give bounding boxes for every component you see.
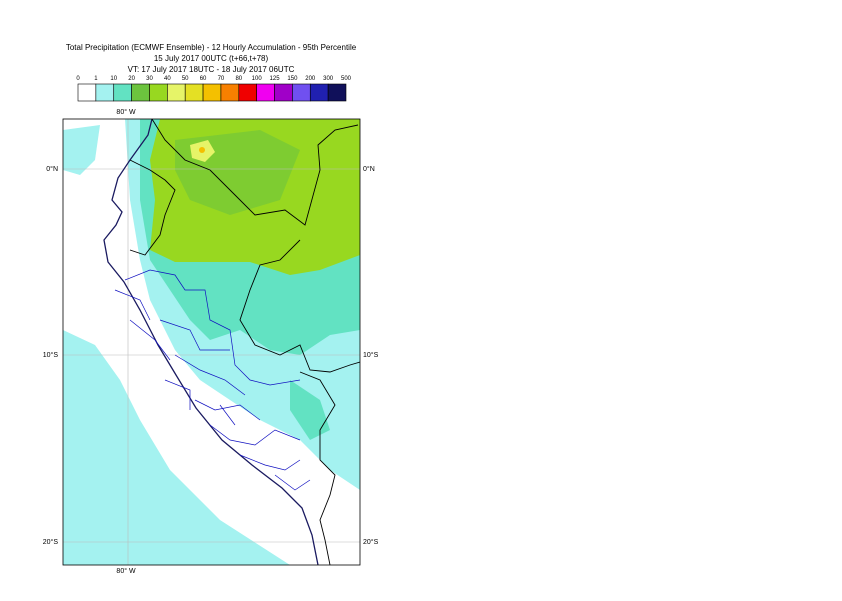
legend-label: 300	[323, 76, 334, 82]
legend-label: 70	[218, 76, 225, 82]
legend-swatch	[327, 83, 347, 102]
legend-label: 125	[270, 76, 281, 82]
legend-swatch	[95, 83, 115, 102]
legend-label: 50	[182, 76, 189, 82]
legend-swatch	[131, 83, 150, 102]
lat-label: 20°S	[363, 538, 379, 546]
legend-swatch	[274, 83, 293, 102]
legend-label: 500	[341, 76, 352, 82]
legend-swatch	[184, 83, 204, 102]
legend-swatch	[202, 83, 222, 102]
legend: 0 1 10 20 30 40 50 60 70 80 100 125 150 200 300 500	[76, 76, 352, 102]
lat-label: 10°S	[43, 351, 59, 359]
legend-label: 80	[235, 76, 242, 82]
legend-label: 40	[164, 76, 171, 82]
map	[63, 119, 360, 565]
legend-label: 30	[146, 76, 153, 82]
legend-swatch	[149, 83, 168, 102]
lat-label: 10°S	[363, 351, 379, 359]
legend-swatch	[220, 83, 240, 102]
legend-label: 10	[110, 76, 117, 82]
legend-label: 60	[200, 76, 207, 82]
title: Total Precipitation (ECMWF Ensemble) - 1…	[66, 43, 357, 52]
legend-label: 100	[252, 76, 263, 82]
legend-label: 150	[287, 76, 298, 82]
lon-label: 80° W	[116, 567, 136, 575]
legend-swatch	[167, 83, 186, 102]
lat-label: 0°N	[46, 165, 58, 173]
valid-time: VT: 17 July 2017 18UTC - 18 July 2017 06…	[128, 65, 295, 74]
legend-swatch	[309, 83, 329, 102]
lat-label: 20°S	[43, 538, 59, 546]
legend-swatch	[77, 83, 97, 102]
lon-label: 80° W	[116, 108, 136, 116]
legend-swatch	[238, 83, 257, 102]
legend-swatch	[113, 83, 132, 102]
legend-swatch	[292, 83, 311, 102]
legend-label: 0	[76, 76, 80, 82]
legend-swatch	[256, 83, 275, 102]
legend-label: 200	[305, 76, 316, 82]
legend-label: 1	[94, 76, 98, 82]
lat-label: 0°N	[363, 165, 375, 173]
legend-label: 20	[128, 76, 135, 82]
base-time: 15 July 2017 00UTC (t+66,t+78)	[154, 54, 269, 63]
